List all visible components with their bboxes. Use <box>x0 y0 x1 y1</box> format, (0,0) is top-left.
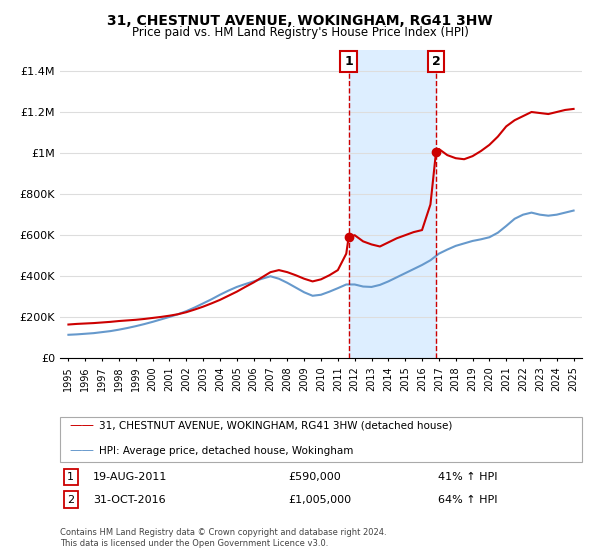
Text: 2: 2 <box>431 55 440 68</box>
Text: This data is licensed under the Open Government Licence v3.0.: This data is licensed under the Open Gov… <box>60 539 328 548</box>
Text: Price paid vs. HM Land Registry's House Price Index (HPI): Price paid vs. HM Land Registry's House … <box>131 26 469 39</box>
Bar <box>349 50 436 358</box>
Text: £1,005,000: £1,005,000 <box>288 494 351 505</box>
Text: 31, CHESTNUT AVENUE, WOKINGHAM, RG41 3HW (detached house): 31, CHESTNUT AVENUE, WOKINGHAM, RG41 3HW… <box>99 421 452 431</box>
Text: 64% ↑ HPI: 64% ↑ HPI <box>438 494 497 505</box>
Text: 1: 1 <box>344 55 353 68</box>
Text: 1: 1 <box>67 472 74 482</box>
Text: ——: —— <box>69 444 94 458</box>
Text: 41% ↑ HPI: 41% ↑ HPI <box>438 472 497 482</box>
Text: 2: 2 <box>67 494 74 505</box>
Text: ——: —— <box>69 419 94 432</box>
Text: Contains HM Land Registry data © Crown copyright and database right 2024.: Contains HM Land Registry data © Crown c… <box>60 528 386 536</box>
Text: HPI: Average price, detached house, Wokingham: HPI: Average price, detached house, Woki… <box>99 446 353 456</box>
Text: 31, CHESTNUT AVENUE, WOKINGHAM, RG41 3HW: 31, CHESTNUT AVENUE, WOKINGHAM, RG41 3HW <box>107 14 493 28</box>
Text: 31-OCT-2016: 31-OCT-2016 <box>93 494 166 505</box>
Text: 19-AUG-2011: 19-AUG-2011 <box>93 472 167 482</box>
Text: £590,000: £590,000 <box>288 472 341 482</box>
